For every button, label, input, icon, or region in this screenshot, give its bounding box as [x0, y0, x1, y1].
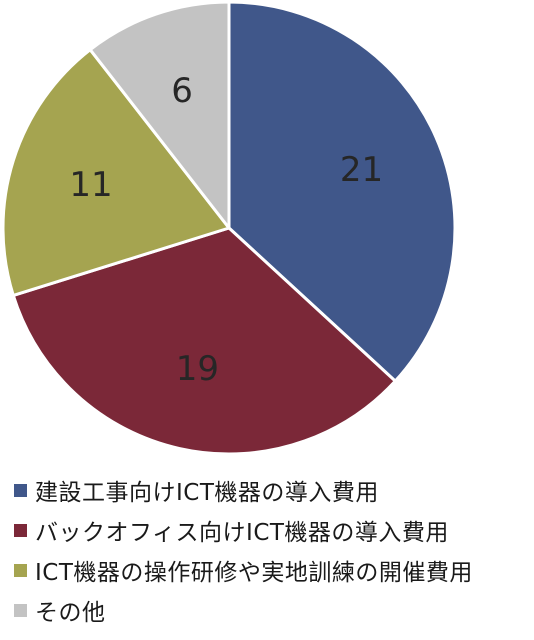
pie-slice-ict-training — [1, 48, 231, 297]
legend-label-back-office-ict: バックオフィス向けICT機器の導入費用 — [35, 520, 449, 546]
data-label-construction-ict: 21 — [340, 150, 383, 190]
pie-slice-back-office-ict — [11, 226, 397, 456]
data-label-back-office-ict: 19 — [176, 349, 219, 389]
legend-item-back-office-ict: バックオフィス向けICT機器の導入費用 — [14, 510, 529, 550]
legend-swatch-back-office-ict — [14, 523, 27, 537]
data-label-ict-training: 11 — [69, 165, 112, 205]
data-label-other: 6 — [171, 71, 193, 111]
legend-swatch-construction-ict — [14, 483, 27, 497]
legend-swatch-other — [14, 603, 27, 617]
legend-item-ict-training: ICT機器の操作研修や実地訓練の開催費用 — [14, 550, 529, 590]
legend-label-ict-training: ICT機器の操作研修や実地訓練の開催費用 — [35, 560, 473, 586]
legend-item-other: その他 — [14, 590, 529, 630]
pie-slice-construction-ict — [227, 0, 457, 383]
pie-slice-other — [88, 0, 231, 230]
pie-chart: 21 19 11 6 — [1, 0, 457, 456]
legend-item-construction-ict: 建設工事向けICT機器の導入費用 — [14, 470, 529, 510]
legend: 建設工事向けICT機器の導入費用 バックオフィス向けICT機器の導入費用 ICT… — [14, 470, 529, 630]
legend-label-construction-ict: 建設工事向けICT機器の導入費用 — [35, 480, 379, 506]
legend-swatch-ict-training — [14, 563, 27, 577]
legend-label-other: その他 — [35, 600, 106, 626]
